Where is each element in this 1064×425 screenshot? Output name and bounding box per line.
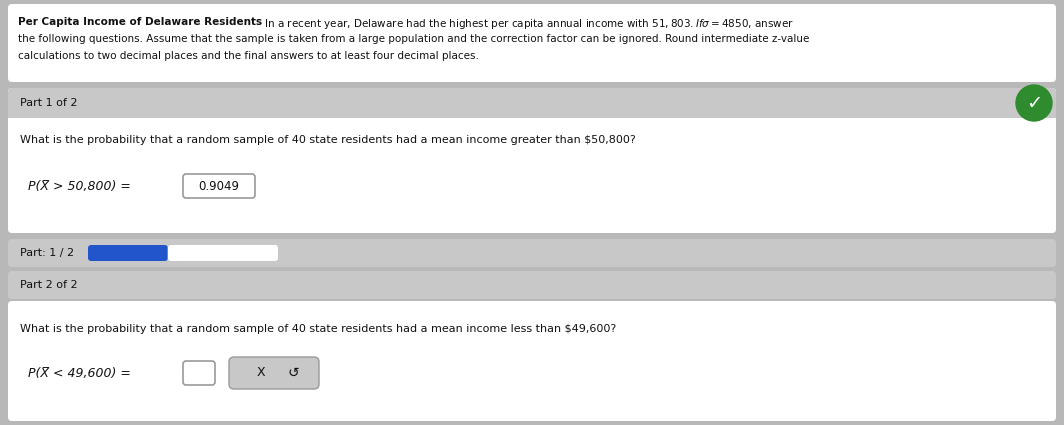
FancyBboxPatch shape bbox=[88, 245, 168, 261]
Bar bbox=[9, 112, 1055, 118]
FancyBboxPatch shape bbox=[229, 357, 319, 389]
Text: In a recent year, Delaware had the highest per capita annual income with $51,803: In a recent year, Delaware had the highe… bbox=[261, 17, 794, 31]
Text: Part 2 of 2: Part 2 of 2 bbox=[20, 280, 78, 290]
FancyBboxPatch shape bbox=[168, 245, 278, 261]
Text: ↺: ↺ bbox=[288, 366, 300, 380]
FancyBboxPatch shape bbox=[183, 361, 215, 385]
Text: 0.9049: 0.9049 bbox=[199, 179, 239, 193]
Text: X: X bbox=[256, 366, 265, 380]
Text: ✓: ✓ bbox=[1026, 94, 1042, 113]
Text: Part: 1 / 2: Part: 1 / 2 bbox=[20, 248, 74, 258]
Text: What is the probability that a random sample of 40 state residents had a mean in: What is the probability that a random sa… bbox=[20, 135, 636, 145]
FancyBboxPatch shape bbox=[9, 239, 1055, 267]
FancyBboxPatch shape bbox=[183, 174, 255, 198]
Text: Part 1 of 2: Part 1 of 2 bbox=[20, 98, 78, 108]
Text: What is the probability that a random sample of 40 state residents had a mean in: What is the probability that a random sa… bbox=[20, 324, 616, 334]
FancyBboxPatch shape bbox=[9, 271, 1055, 299]
FancyBboxPatch shape bbox=[9, 4, 1055, 82]
FancyBboxPatch shape bbox=[9, 88, 1055, 118]
Text: the following questions. Assume that the sample is taken from a large population: the following questions. Assume that the… bbox=[18, 34, 810, 44]
Text: calculations to two decimal places and the final answers to at least four decima: calculations to two decimal places and t… bbox=[18, 51, 479, 61]
Circle shape bbox=[1016, 85, 1052, 121]
FancyBboxPatch shape bbox=[9, 301, 1055, 421]
Text: P(Χ̅ > 50,800) =: P(Χ̅ > 50,800) = bbox=[28, 179, 131, 193]
Text: Per Capita Income of Delaware Residents: Per Capita Income of Delaware Residents bbox=[18, 17, 262, 27]
FancyBboxPatch shape bbox=[9, 88, 1055, 233]
Text: P(Χ̅ < 49,600) =: P(Χ̅ < 49,600) = bbox=[28, 366, 131, 380]
